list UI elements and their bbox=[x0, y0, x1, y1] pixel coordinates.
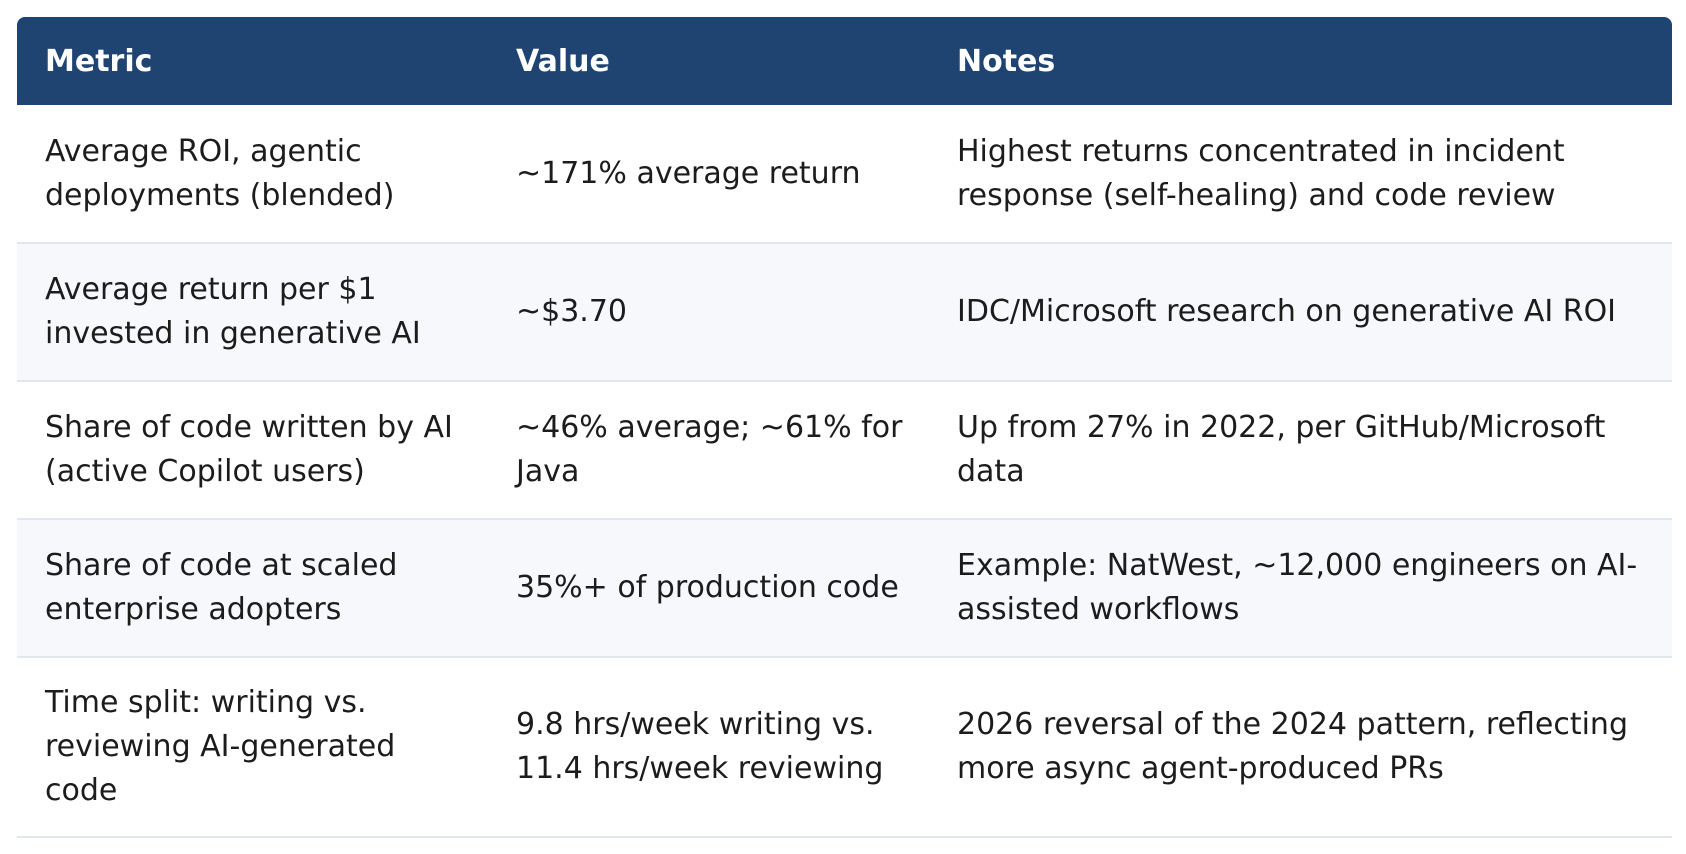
cell-value: ~46% average; ~61% for Java bbox=[516, 410, 903, 489]
metrics-table: Metric Value Notes Average ROI, agentic … bbox=[17, 17, 1672, 838]
header-notes: Notes bbox=[957, 43, 1056, 79]
table-row: Share of code written by AI (active Copi… bbox=[17, 381, 1672, 519]
table-row: Average ROI, agentic deployments (blende… bbox=[17, 105, 1672, 243]
table-row: Time split: writing vs. reviewing AI-gen… bbox=[17, 657, 1672, 837]
cell-value: 35%+ of production code bbox=[516, 570, 899, 605]
cell-metric: Share of code at scaled enterprise adopt… bbox=[45, 548, 398, 627]
cell-notes: 2026 reversal of the 2024 pattern, refle… bbox=[957, 707, 1628, 786]
cell-metric: Average ROI, agentic deployments (blende… bbox=[45, 133, 395, 213]
header-metric: Metric bbox=[45, 43, 153, 79]
table-body: Average ROI, agentic deployments (blende… bbox=[17, 105, 1672, 837]
table-header: Metric Value Notes bbox=[17, 17, 1672, 105]
table-row: Average return per $1 invested in genera… bbox=[17, 243, 1672, 381]
cell-metric: Average return per $1 invested in genera… bbox=[45, 272, 421, 351]
cell-notes: Highest returns concentrated in incident… bbox=[957, 133, 1565, 213]
cell-value: ~$3.70 bbox=[516, 294, 628, 329]
cell-value: 9.8 hrs/week writing vs. 11.4 hrs/week r… bbox=[516, 707, 884, 786]
cell-notes: Example: NatWest, ~12,000 engineers on A… bbox=[957, 548, 1638, 627]
cell-notes: Up from 27% in 2022, per GitHub/Microsof… bbox=[957, 410, 1606, 489]
header-value: Value bbox=[516, 43, 610, 79]
cell-metric: Share of code written by AI (active Copi… bbox=[45, 410, 453, 489]
cell-value: ~171% average return bbox=[516, 155, 861, 191]
table-row: Share of code at scaled enterprise adopt… bbox=[17, 519, 1672, 657]
header-row: Metric Value Notes bbox=[17, 17, 1672, 105]
cell-metric: Time split: writing vs. reviewing AI-gen… bbox=[45, 685, 396, 808]
metrics-table-container: Metric Value Notes Average ROI, agentic … bbox=[17, 17, 1672, 838]
cell-notes: IDC/Microsoft research on generative AI … bbox=[957, 294, 1617, 329]
